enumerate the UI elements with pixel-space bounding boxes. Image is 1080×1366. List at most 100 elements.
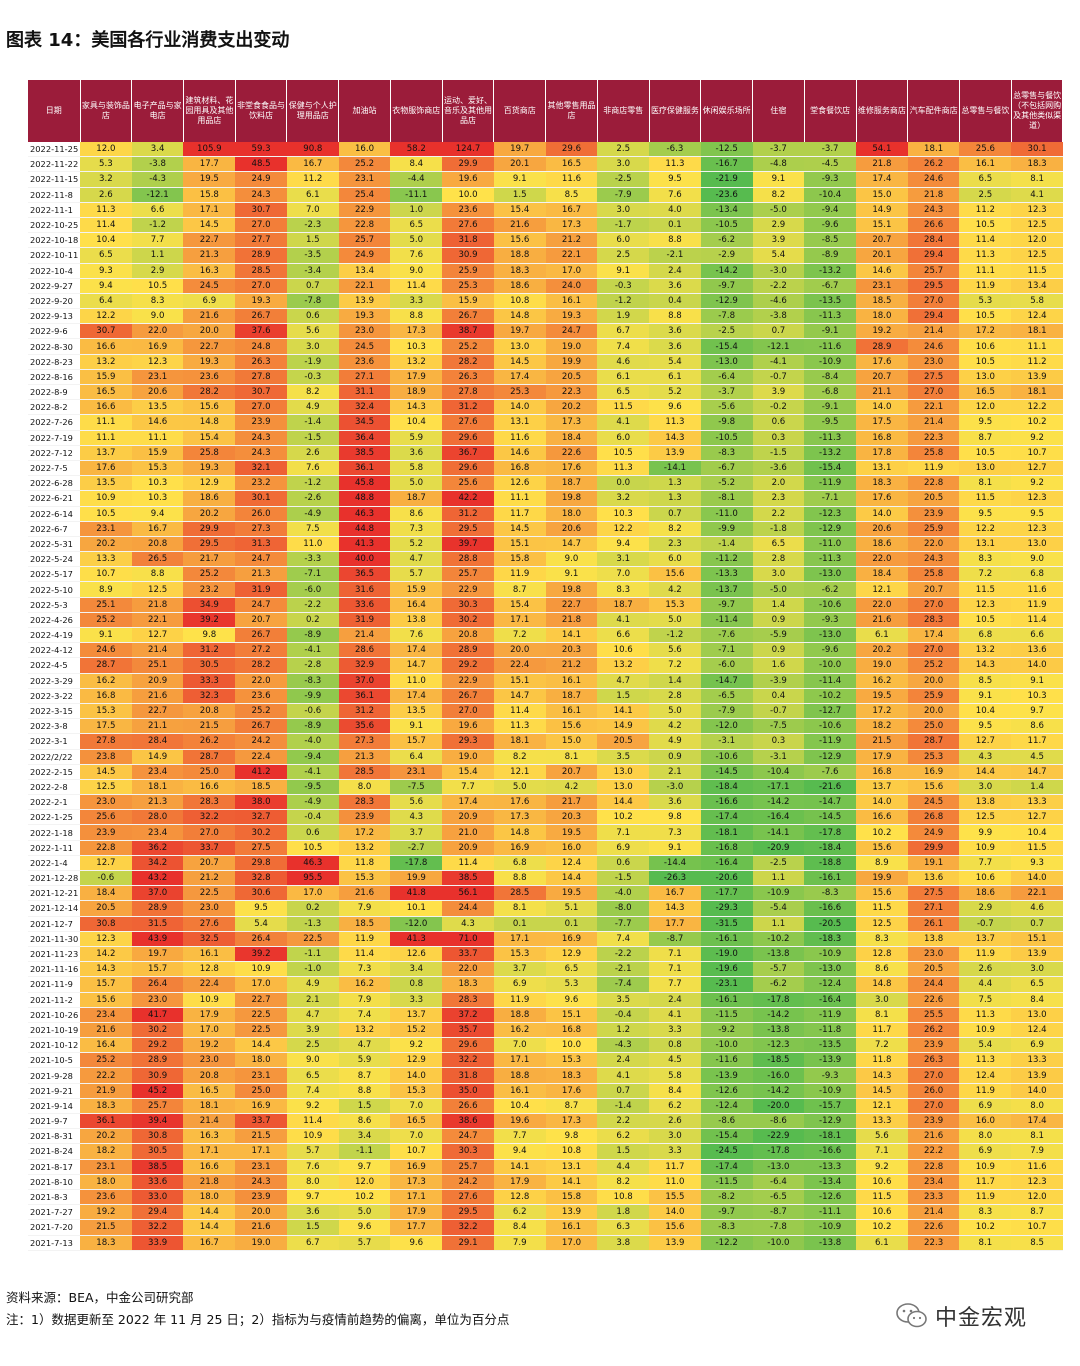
- heatmap-cell: 25.2: [235, 703, 287, 720]
- heatmap-cell: 27.6: [442, 217, 494, 234]
- row-date: 2022-2-15: [28, 764, 80, 780]
- heatmap-cell: 33.3: [183, 673, 236, 689]
- table-row: 2022-4-26 25.2 22.1 39.2 20.7 0.2 31.9 13.8 30.2…: [28, 612, 1063, 629]
- heatmap-cell: 39.7: [442, 536, 494, 553]
- heatmap-cell: 16.6: [856, 809, 908, 826]
- heatmap-cell: 19.9: [390, 870, 443, 887]
- heatmap-cell: 17.9: [390, 1204, 443, 1221]
- heatmap-cell: 20.5: [545, 369, 598, 386]
- heatmap-cell: -1.2: [597, 293, 650, 310]
- heatmap-cell: 28.5: [338, 764, 391, 780]
- heatmap-cell: 27.0: [907, 1067, 960, 1084]
- heatmap-cell: 27.5: [235, 840, 287, 856]
- heatmap-cell: 19.0: [856, 657, 908, 674]
- heatmap-cell: 17.2: [959, 323, 1012, 340]
- heatmap-cell: -26.3: [649, 870, 701, 887]
- heatmap-cell: 26.7: [235, 718, 287, 735]
- heatmap-cell: -18.4: [700, 779, 753, 796]
- heatmap-cell: 13.3: [856, 1113, 908, 1130]
- heatmap-cell: 2.4: [597, 1052, 650, 1069]
- heatmap-cell: -10.9: [804, 1083, 857, 1099]
- heatmap-cell: 31.1: [338, 384, 391, 401]
- heatmap-cell: 20.0: [493, 642, 546, 659]
- heatmap-cell: 17.4: [856, 171, 908, 188]
- heatmap-cell: 19.7: [493, 323, 546, 340]
- heatmap-cell: 5.7: [390, 566, 443, 583]
- heatmap-cell: 22.1: [907, 399, 960, 416]
- heatmap-cell: 29.6: [442, 430, 494, 446]
- heatmap-cell: 8.4: [390, 156, 443, 173]
- heatmap-cell: 29.6: [442, 460, 494, 477]
- heatmap-cell: -9.6: [804, 217, 857, 234]
- heatmap-cell: -2.1: [597, 961, 650, 978]
- heatmap-cell: 0.8: [390, 976, 443, 993]
- heatmap-cell: 23.9: [80, 824, 132, 841]
- heatmap-cell: 23.2: [183, 581, 236, 598]
- heatmap-cell: 17.6: [545, 460, 598, 477]
- heatmap-cell: 13.3: [1011, 794, 1063, 811]
- heatmap-cell: 27.6: [183, 916, 236, 932]
- heatmap-cell: 22.1: [545, 247, 598, 264]
- heatmap-cell: 11.9: [493, 992, 546, 1008]
- heatmap-cell: -8.1: [700, 490, 753, 507]
- heatmap-cell: -23.6: [700, 187, 753, 203]
- heatmap-cell: 25.6: [959, 142, 1012, 158]
- heatmap-cell: 22.0: [856, 597, 908, 613]
- heatmap-cell: 18.9: [390, 384, 443, 401]
- heatmap-cell: 17.8: [856, 445, 908, 461]
- heatmap-cell: 28.3: [442, 992, 494, 1008]
- heatmap-cell: 25.3: [442, 278, 494, 294]
- heatmap-cell: 29.2: [442, 657, 494, 674]
- heatmap-cell: 33.6: [131, 1174, 184, 1190]
- heatmap-cell: 22.1: [131, 612, 184, 629]
- heatmap-cell: 23.9: [907, 506, 960, 522]
- row-date: 2022-5-3: [28, 597, 80, 613]
- heatmap-cell: 11.3: [959, 1052, 1012, 1069]
- heatmap-cell: 10.2: [597, 809, 650, 826]
- heatmap-cell: 23.1: [856, 278, 908, 294]
- heatmap-cell: 23.1: [80, 1159, 132, 1175]
- heatmap-cell: 1.2: [597, 1022, 650, 1039]
- heatmap-cell: -11.3: [804, 308, 857, 325]
- heatmap-cell: 21.0: [442, 824, 494, 841]
- heatmap-cell: -13.8: [752, 1022, 805, 1039]
- heatmap-cell: 8.0: [1011, 1098, 1063, 1115]
- heatmap-cell: 22.6: [907, 992, 960, 1008]
- heatmap-cell: 1.5: [597, 1143, 650, 1160]
- heatmap-cell: 22.7: [545, 597, 598, 613]
- heatmap-cell: 12.2: [1011, 399, 1063, 416]
- heatmap-cell: 9.1: [493, 171, 546, 188]
- heatmap-cell: 23.4: [131, 764, 184, 780]
- heatmap-cell: 43.2: [131, 870, 184, 887]
- heatmap-cell: 2.9: [131, 263, 184, 279]
- row-date: 2021-11-23: [28, 946, 80, 963]
- heatmap-cell: -13.0: [804, 627, 857, 644]
- heatmap-cell: 14.0: [390, 1067, 443, 1084]
- heatmap-cell: 13.0: [1011, 1007, 1063, 1023]
- heatmap-cell: 10.7: [80, 566, 132, 583]
- heatmap-cell: 10.2: [1011, 414, 1063, 431]
- heatmap-cell: 20.0: [235, 1204, 287, 1221]
- heatmap-cell: 18.1: [183, 1098, 236, 1115]
- table-row: 2021-8-10 18.0 33.6 21.8 24.3 8.0 12.0 17.3 24.2…: [28, 1174, 1063, 1190]
- heatmap-cell: 2.9: [959, 900, 1012, 917]
- column-header: 百货商店: [493, 80, 547, 142]
- heatmap-cell: 30.8: [80, 916, 132, 932]
- heatmap-cell: 14.6: [856, 263, 908, 279]
- heatmap-cell: 10.6: [959, 338, 1012, 355]
- heatmap-cell: 1.0: [390, 202, 443, 218]
- heatmap-cell: 10.3: [597, 506, 650, 522]
- heatmap-cell: 24.9: [338, 247, 391, 264]
- heatmap-cell: -13.4: [804, 1174, 857, 1190]
- heatmap-cell: -17.8: [752, 992, 805, 1008]
- heatmap-cell: 22.7: [131, 703, 184, 720]
- column-header: 加油站: [338, 80, 391, 142]
- heatmap-cell: 17.1: [183, 1143, 236, 1160]
- heatmap-cell: 26.4: [131, 976, 184, 993]
- heatmap-cell: 6.1: [649, 369, 701, 386]
- heatmap-cell: 15.9: [390, 581, 443, 598]
- heatmap-cell: 11.6: [1011, 581, 1063, 598]
- heatmap-cell: 6.5: [545, 961, 598, 978]
- heatmap-cell: -13.3: [804, 1159, 857, 1175]
- heatmap-cell: -12.0: [700, 718, 753, 735]
